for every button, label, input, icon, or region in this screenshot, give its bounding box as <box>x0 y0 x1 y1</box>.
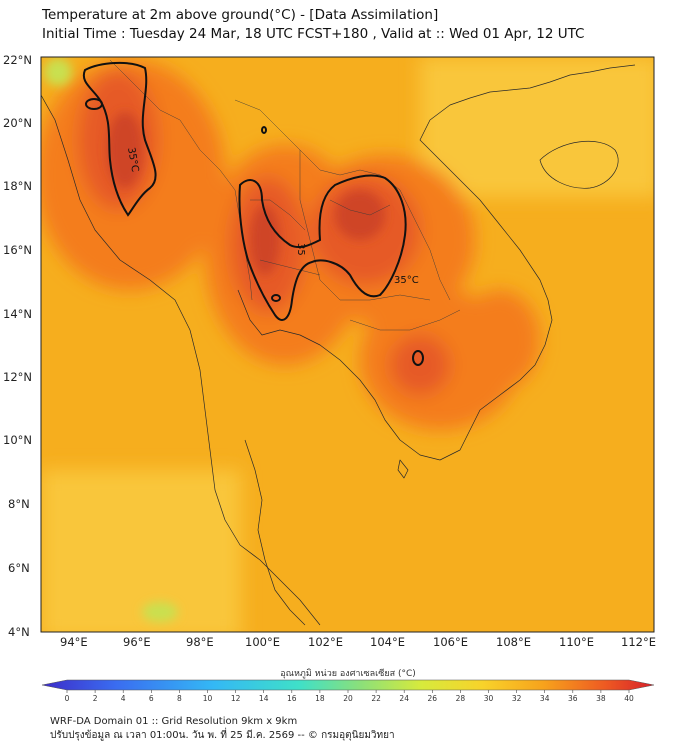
lon-label-98: 98°E <box>186 635 214 649</box>
title-line-2: Initial Time : Tuesday 24 Mar, 18 UTC FC… <box>42 26 585 42</box>
colorbar-tick-label: 12 <box>231 694 241 703</box>
green-patch-south <box>142 602 178 622</box>
colorbar-tick-label: 2 <box>93 694 98 703</box>
northeast-cool-zone <box>420 57 654 197</box>
colorbar-tick-label: 6 <box>149 694 154 703</box>
colorbar-tick-label: 24 <box>399 694 409 703</box>
colorbar-tick-label: 18 <box>315 694 325 703</box>
myanmar-hottest-core <box>107 112 143 188</box>
footer-line-2: ปรับปรุงข้อมูล ณ เวลา 01:00น. วัน พ. ที่… <box>50 730 395 741</box>
lat-label-8: 8°N <box>8 497 30 511</box>
map-title: Temperature at 2m above ground(°C) - [Da… <box>42 6 584 44</box>
colorbar-tick-label: 26 <box>428 694 438 703</box>
colorbar-tick-label: 20 <box>343 694 353 703</box>
south-cool-zone <box>41 470 241 632</box>
footer-line-1: WRF-DA Domain 01 :: Grid Resolution 9km … <box>50 716 298 727</box>
colorbar-tick-label: 34 <box>540 694 550 703</box>
colorbar-tick-label: 14 <box>259 694 269 703</box>
lon-label-100: 100°E <box>245 635 280 649</box>
coastlines <box>41 64 636 626</box>
colorbar-tick-label: 8 <box>177 694 182 703</box>
colorbar-title: อุณหภูมิ หน่วย องศาเซลเซียส (°C) <box>280 668 416 679</box>
lat-label-20: 20°N <box>3 116 32 130</box>
map-frame <box>40 56 655 633</box>
lon-label-106: 106°E <box>433 635 468 649</box>
colorbar-tick-label: 16 <box>287 694 297 703</box>
lon-label-102: 102°E <box>308 635 343 649</box>
vietnam-warm-zone <box>460 290 540 390</box>
footer: WRF-DA Domain 01 :: Grid Resolution 9km … <box>50 715 395 743</box>
lon-label-96: 96°E <box>123 635 151 649</box>
temperature-field: 35°C 35°C 35 <box>41 57 654 632</box>
contour-label-north-thailand: 35 <box>295 243 306 256</box>
colorbar-strip <box>41 679 655 691</box>
lat-label-10: 10°N <box>3 433 32 447</box>
contour-label-laos: 35°C <box>394 275 419 286</box>
colorbar-tick-label: 0 <box>65 694 70 703</box>
lon-label-108: 108°E <box>496 635 531 649</box>
lat-label-4: 4°N <box>8 625 30 639</box>
lat-label-16: 16°N <box>3 243 32 257</box>
lon-label-104: 104°E <box>370 635 405 649</box>
lat-label-22: 22°N <box>3 53 32 67</box>
colorbar-ticks: 0 2 4 6 8 10 12 14 16 18 20 22 24 26 28 30 32 34 36 38 40 <box>65 690 634 703</box>
title-line-1: Temperature at 2m above ground(°C) - [Da… <box>42 7 439 23</box>
lat-label-18: 18°N <box>3 179 32 193</box>
colorbar-tick-label: 40 <box>624 694 634 703</box>
colorbar-tick-label: 28 <box>456 694 466 703</box>
lat-label-6: 6°N <box>8 561 30 575</box>
laos-hottest-core <box>335 190 385 240</box>
lon-label-94: 94°E <box>60 635 88 649</box>
colorbar-tick-label: 30 <box>484 694 494 703</box>
country-borders <box>109 59 461 331</box>
colorbar-tick-label: 10 <box>203 694 213 703</box>
colorbar: อุณหภูมิ หน่วย องศาเซลเซียส (°C) 0 2 4 6 8 10… <box>41 668 655 703</box>
lat-label-14: 14°N <box>3 307 32 321</box>
lon-label-112: 112°E <box>621 635 656 649</box>
thailand-hottest-core <box>250 205 280 275</box>
contour-35c <box>82 61 424 366</box>
contour-label-myanmar: 35°C <box>125 147 140 173</box>
lat-label-12: 12°N <box>3 370 32 384</box>
latitude-axis: 4°N 6°N 8°N 10°N 12°N 14°N 16°N 18°N 20°… <box>3 53 32 639</box>
lon-label-110: 110°E <box>559 635 594 649</box>
colorbar-tick-label: 32 <box>512 694 522 703</box>
longitude-axis: 94°E 96°E 98°E 100°E 102°E 104°E 106°E 1… <box>60 635 656 649</box>
colorbar-tick-label: 4 <box>121 694 126 703</box>
colorbar-tick-label: 38 <box>596 694 606 703</box>
green-patch-north <box>44 58 72 86</box>
colorbar-tick-label: 22 <box>371 694 381 703</box>
colorbar-tick-label: 36 <box>568 694 578 703</box>
